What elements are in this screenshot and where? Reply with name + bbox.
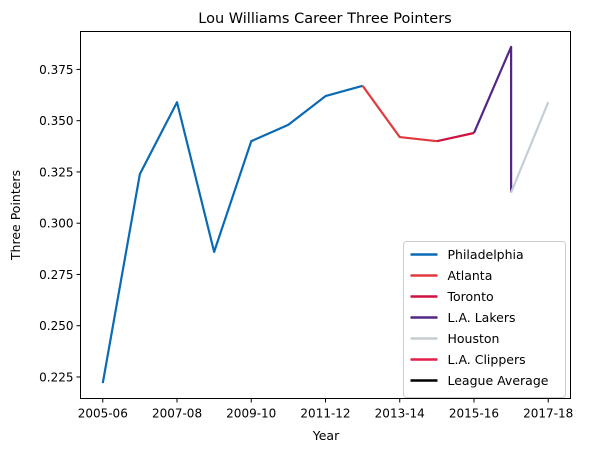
legend-label: Philadelphia — [448, 247, 524, 262]
legend-label: Atlanta — [448, 268, 493, 283]
legend-label: Houston — [448, 331, 500, 346]
legend-item-philadelphia: Philadelphia — [410, 247, 524, 262]
legend-item-l-a-clippers: L.A. Clippers — [410, 352, 526, 367]
x-tick-label: 2015-16 — [449, 407, 499, 421]
plot-series — [101, 45, 550, 384]
series-line-houston — [510, 101, 550, 193]
legend-label: L.A. Clippers — [448, 352, 526, 367]
legend-item-toronto: Toronto — [410, 289, 494, 304]
y-tick-label: 0.300 — [39, 217, 73, 231]
legend-label: L.A. Lakers — [448, 310, 516, 325]
plot-frame — [80, 31, 571, 399]
legend-box — [403, 241, 566, 398]
x-tick-label: 2007-08 — [152, 407, 202, 421]
x-tick-label: 2005-06 — [78, 407, 128, 421]
series-line-philadelphia — [101, 84, 363, 384]
y-axis-label: Three Pointers — [8, 170, 23, 261]
x-axis-label: Year — [312, 428, 340, 443]
legend-item-atlanta: Atlanta — [410, 268, 493, 283]
chart-title: Lou Williams Career Three Pointers — [198, 11, 451, 27]
x-axis: 2005-06 2007-08 2009-10 2011-12 2013-14 2015-… — [78, 398, 573, 421]
y-tick-label: 0.375 — [39, 63, 73, 77]
y-axis: 0.225 0.250 0.275 0.300 0.325 0.350 0.375 — [39, 63, 81, 384]
y-tick-label: 0.250 — [39, 319, 73, 333]
x-tick-label: 2011-12 — [300, 407, 350, 421]
y-tick-label: 0.350 — [39, 114, 73, 128]
legend-item-league-average: League Average — [410, 373, 549, 388]
x-tick-label: 2017-18 — [523, 407, 573, 421]
legend-item-l-a-lakers: L.A. Lakers — [410, 310, 516, 325]
y-tick-label: 0.225 — [39, 370, 73, 384]
x-tick-label: 2013-14 — [375, 407, 425, 421]
legend: Philadelphia Atlanta Toronto L.A. Lakers Hou… — [403, 241, 566, 398]
y-tick-label: 0.325 — [39, 165, 73, 179]
legend-label: League Average — [448, 373, 549, 388]
series-line-toronto — [436, 131, 475, 143]
series-line-atlanta — [361, 85, 437, 143]
x-tick-label: 2009-10 — [226, 407, 276, 421]
series-line-l-a-lakers — [472, 45, 513, 193]
legend-item-houston: Houston — [410, 331, 500, 346]
legend-label: Toronto — [447, 289, 494, 304]
y-tick-label: 0.275 — [39, 268, 73, 282]
